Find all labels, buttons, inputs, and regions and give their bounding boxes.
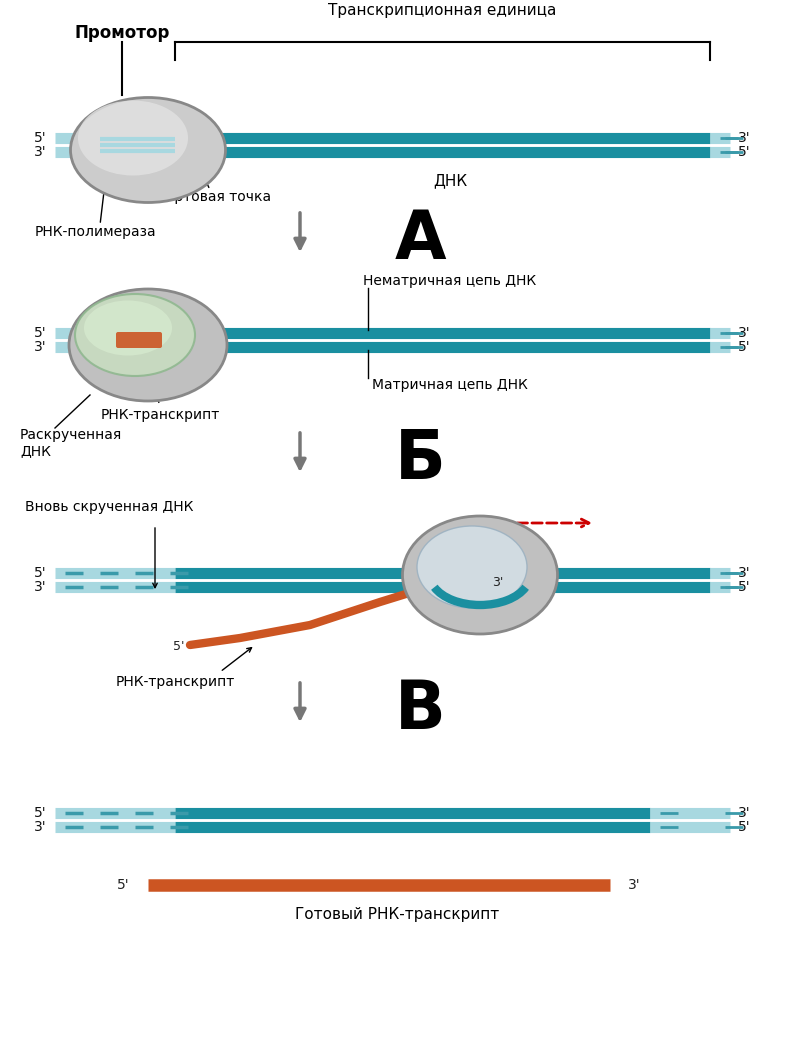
Text: Раскрученная
ДНК: Раскрученная ДНК — [20, 428, 122, 458]
Text: РНК-полимераза: РНК-полимераза — [35, 225, 157, 239]
Text: 3': 3' — [34, 340, 47, 354]
Text: РНК-транскрипт: РНК-транскрипт — [115, 675, 235, 689]
Text: 5': 5' — [34, 131, 47, 145]
Text: Стартовая точка: Стартовая точка — [149, 190, 272, 204]
Ellipse shape — [417, 526, 527, 608]
Text: 3': 3' — [628, 878, 641, 892]
Text: 5': 5' — [738, 580, 750, 593]
Text: Транскрипционная единица: Транскрипционная единица — [328, 3, 556, 18]
Ellipse shape — [84, 301, 172, 356]
Text: 5': 5' — [34, 566, 47, 580]
Text: 3': 3' — [738, 806, 750, 821]
Text: 3': 3' — [738, 131, 750, 145]
Text: Б: Б — [394, 427, 445, 493]
Text: Нематричная цепь ДНК: Нематричная цепь ДНК — [363, 274, 537, 288]
Text: 5': 5' — [34, 806, 47, 821]
Ellipse shape — [75, 294, 195, 376]
Text: 5': 5' — [738, 821, 750, 834]
Text: Матричная цепь ДНК: Матричная цепь ДНК — [372, 378, 528, 392]
Text: 5': 5' — [173, 641, 185, 654]
Text: Промотор: Промотор — [74, 24, 169, 42]
Text: В: В — [394, 677, 445, 743]
Text: Готовый РНК-транскрипт: Готовый РНК-транскрипт — [295, 907, 499, 922]
FancyBboxPatch shape — [116, 332, 162, 348]
Ellipse shape — [402, 516, 557, 634]
Text: РНК-транскрипт: РНК-транскрипт — [100, 408, 219, 422]
Text: 3': 3' — [492, 577, 504, 589]
Text: 5': 5' — [738, 145, 750, 159]
Text: A: A — [394, 207, 446, 274]
Ellipse shape — [71, 97, 226, 203]
Ellipse shape — [69, 289, 227, 401]
Text: 3': 3' — [34, 821, 47, 834]
Text: 3': 3' — [738, 566, 750, 580]
Text: 3': 3' — [738, 326, 750, 340]
Text: 5': 5' — [34, 326, 47, 340]
Ellipse shape — [78, 100, 188, 175]
Text: ДНК: ДНК — [433, 173, 467, 188]
Text: 3': 3' — [34, 580, 47, 593]
Text: 3': 3' — [34, 145, 47, 159]
Text: 5': 5' — [738, 340, 750, 354]
Text: 5': 5' — [118, 878, 130, 892]
Text: Вновь скрученная ДНК: Вновь скрученная ДНК — [25, 499, 193, 514]
